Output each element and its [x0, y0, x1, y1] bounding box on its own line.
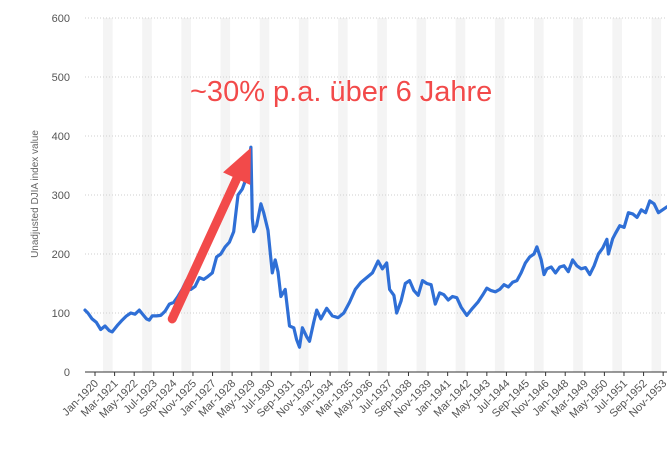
horizontal-gridlines [85, 17, 667, 314]
year-band [142, 18, 152, 372]
year-band [259, 18, 270, 372]
year-band [338, 18, 348, 372]
y-axis-tick-labels: 0 100 200 300 400 500 600 [52, 13, 70, 379]
annotation-text: ~30% p.a. über 6 Jahre [190, 76, 492, 108]
year-band [103, 18, 113, 372]
y-tick-label: 400 [52, 131, 70, 143]
year-band [612, 18, 622, 372]
year-band [651, 18, 662, 372]
arrow-head [223, 147, 251, 185]
arrow-shaft [167, 174, 242, 324]
y-tick-label: 100 [52, 308, 70, 320]
y-axis-label: Unadjusted DJIA index value [30, 130, 41, 258]
annotation-arrow [167, 147, 251, 324]
year-band [181, 18, 191, 372]
y-tick-label: 200 [52, 249, 70, 261]
year-band [298, 18, 309, 372]
y-tick-label: 0 [64, 367, 70, 379]
y-tick-label: 300 [52, 190, 70, 202]
x-axis-tick-labels: Jan-1920Mar-1921May-1922Jul-1923Sep-1924… [60, 372, 667, 421]
y-tick-label: 600 [52, 13, 70, 25]
y-tick-label: 500 [52, 72, 70, 84]
